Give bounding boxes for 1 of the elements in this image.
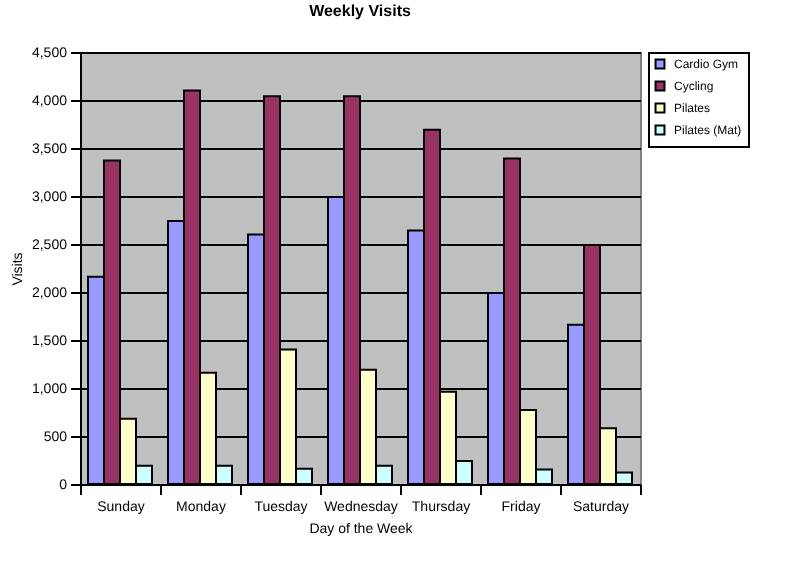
chart-title: Weekly Visits [309, 2, 412, 20]
